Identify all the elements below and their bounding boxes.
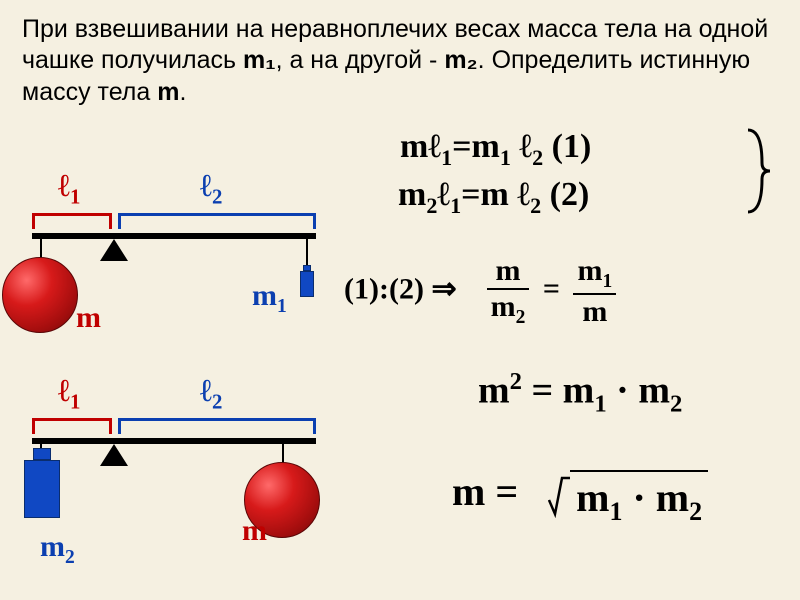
- problem-mres: m: [157, 78, 179, 106]
- sqrt-icon: [548, 474, 570, 518]
- problem-m1: m₁: [243, 46, 276, 74]
- weight-body-icon: [24, 460, 60, 518]
- l2-label: ℓ2: [200, 167, 222, 209]
- problem-m2: m₂: [444, 46, 477, 74]
- l1-label: ℓ1: [58, 167, 80, 209]
- equation-4: m2 = m1 · m2: [478, 368, 682, 418]
- problem-text: При взвешивании на неравноплечих весах м…: [22, 14, 778, 108]
- equation-3: (1):(2) ⇒ m m2 = m1 m: [344, 254, 616, 329]
- eq3-frac1: m m2: [487, 254, 530, 329]
- l2-bracket-top: [118, 213, 316, 216]
- m2-label: m2: [40, 530, 75, 569]
- mass-ball-icon: [2, 257, 78, 333]
- l1-label: ℓ1: [58, 372, 80, 414]
- problem-part-4: .: [179, 78, 186, 106]
- l2-bracket-left: [118, 418, 121, 434]
- lever-bar: [32, 233, 316, 239]
- eq5-lhs: m =: [452, 469, 518, 514]
- fulcrum-icon: [100, 239, 128, 261]
- m1-label: m1: [252, 279, 287, 318]
- problem-part-2: , а на другой -: [276, 46, 445, 74]
- equation-1: mℓ1=m1 ℓ2 (1): [400, 128, 591, 171]
- eq5-radicand: m1 · m2: [570, 470, 708, 527]
- l1-bracket-right: [109, 418, 112, 434]
- l2-bracket-top: [118, 418, 316, 421]
- m-label: m: [76, 301, 101, 335]
- eq3-frac2: m1 m: [573, 254, 616, 329]
- m-label: m: [242, 514, 267, 548]
- system-brace-icon: [744, 128, 772, 214]
- equation-2: m2ℓ1=m ℓ2 (2): [398, 176, 589, 219]
- eq3-prefix: (1):(2) ⇒: [344, 272, 457, 305]
- l1-bracket-left: [32, 418, 35, 434]
- equation-5: m = m1 · m2: [452, 468, 708, 525]
- left-hang-line: [40, 239, 42, 259]
- weight-head-icon: [33, 448, 51, 460]
- lever-bar: [32, 438, 316, 444]
- l2-bracket-right: [313, 418, 316, 434]
- l1-bracket-top: [32, 213, 112, 216]
- l2-bracket-right: [313, 213, 316, 229]
- l2-label: ℓ2: [200, 372, 222, 414]
- weight-body-icon: [300, 271, 314, 297]
- eq3-equals: =: [537, 272, 566, 305]
- l1-bracket-top: [32, 418, 112, 421]
- fulcrum-icon: [100, 444, 128, 466]
- l1-bracket-right: [109, 213, 112, 229]
- l1-bracket-left: [32, 213, 35, 229]
- l2-bracket-left: [118, 213, 121, 229]
